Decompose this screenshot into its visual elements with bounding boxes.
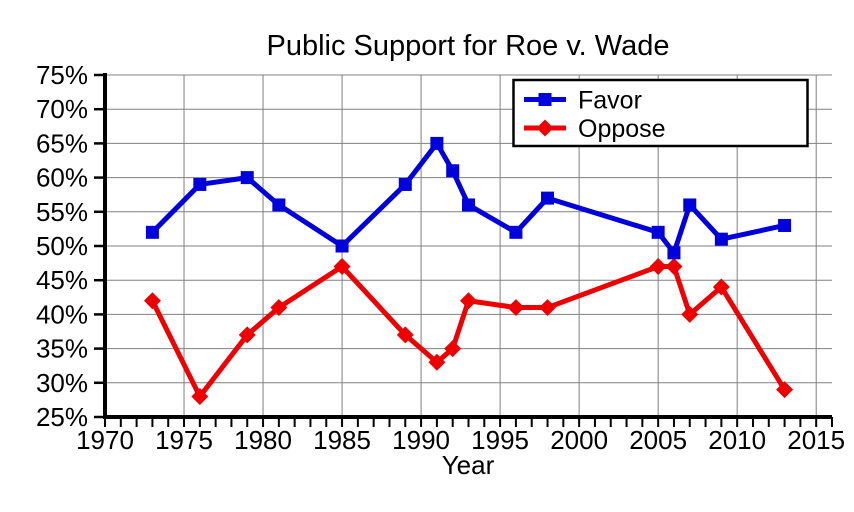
data-point-oppose — [460, 292, 477, 310]
y-tick-label: 75% — [36, 60, 88, 90]
legend-sample-marker-favor — [538, 93, 552, 106]
y-tick-label: 40% — [36, 299, 88, 329]
y-tick-label: 30% — [36, 368, 88, 398]
series-line-favor — [150, 140, 786, 256]
data-point-oppose — [681, 305, 699, 323]
data-point-oppose — [665, 258, 683, 276]
data-point-favor — [509, 225, 523, 239]
x-tick-label: 1985 — [313, 425, 371, 455]
x-tick-label: 1990 — [392, 425, 450, 455]
y-tick-label: 60% — [36, 163, 88, 193]
x-tick-label: 1970 — [76, 425, 134, 455]
legend-sample-marker-oppose — [536, 119, 554, 137]
data-point-oppose — [191, 387, 209, 405]
data-point-favor — [683, 198, 697, 212]
data-point-favor — [462, 198, 475, 212]
chart-axes — [94, 73, 833, 427]
chart-series — [143, 136, 794, 405]
legend-samples — [524, 93, 566, 137]
data-point-favor — [398, 177, 412, 191]
x-axis-label: Year — [442, 450, 495, 480]
data-point-oppose — [507, 299, 525, 317]
data-point-favor — [446, 164, 460, 178]
data-point-oppose — [396, 326, 414, 344]
series-oppose — [143, 258, 794, 405]
x-tick-label: 2005 — [629, 425, 687, 455]
data-point-favor — [272, 198, 286, 212]
data-point-oppose — [333, 258, 351, 276]
data-point-oppose — [270, 299, 288, 317]
data-point-favor — [240, 171, 254, 185]
data-point-favor — [541, 191, 555, 205]
y-tick-label: 45% — [36, 265, 88, 295]
y-tick-label: 70% — [36, 94, 88, 124]
y-tick-label: 50% — [36, 231, 88, 261]
y-tick-label: 25% — [36, 402, 88, 432]
data-point-oppose — [238, 326, 256, 344]
series-favor — [145, 136, 792, 260]
data-point-favor — [193, 177, 207, 191]
legend-box — [512, 78, 809, 148]
x-tick-label: 2015 — [787, 425, 845, 455]
data-point-favor — [667, 246, 681, 260]
y-tick-label: 35% — [36, 334, 88, 364]
x-tick-label: 1975 — [155, 425, 213, 455]
data-point-favor — [778, 218, 792, 232]
x-tick-label: 1980 — [234, 425, 292, 455]
x-tick-label: 2010 — [708, 425, 766, 455]
y-tick-label: 65% — [36, 128, 88, 158]
data-point-favor — [145, 225, 159, 239]
data-point-oppose — [143, 292, 161, 310]
data-point-oppose — [649, 258, 667, 276]
data-point-favor — [335, 239, 349, 253]
legend-label-favor: Favor — [578, 87, 642, 115]
data-point-oppose — [539, 299, 557, 317]
x-tick-label: 1995 — [471, 425, 529, 455]
data-point-oppose — [776, 381, 794, 399]
legend: Favor Oppose — [512, 78, 809, 148]
chart-title: Public Support for Roe v. Wade — [267, 30, 670, 62]
data-point-favor — [651, 225, 665, 239]
y-tick-label: 55% — [36, 197, 88, 227]
data-point-favor — [714, 232, 728, 246]
data-point-oppose — [444, 340, 462, 358]
data-point-favor — [430, 136, 444, 150]
legend-label-oppose: Oppose — [578, 115, 666, 143]
data-point-oppose — [712, 278, 730, 296]
data-point-oppose — [428, 353, 446, 371]
x-tick-label: 2000 — [550, 425, 608, 455]
series-line-oppose — [150, 264, 787, 399]
chart-tick-labels: 25% 30% 35% 40% 45% 50% 55% 60% 65% 70% 75% 1970 197… — [36, 60, 845, 455]
